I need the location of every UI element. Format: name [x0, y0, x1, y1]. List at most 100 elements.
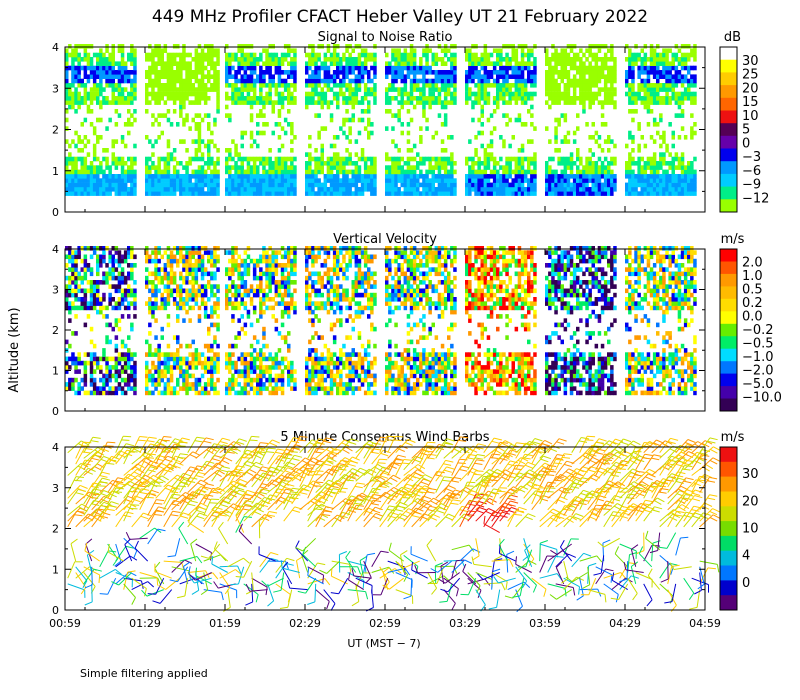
heat-cell [499, 156, 503, 162]
heat-cell [409, 187, 414, 192]
heat-cell [293, 174, 297, 179]
heat-cell [683, 169, 688, 175]
heat-cell [216, 187, 220, 192]
heat-cell [120, 187, 125, 192]
heat-cell [391, 139, 395, 144]
heat-cell [265, 161, 269, 166]
heat-cell [96, 96, 100, 101]
heat-cell [591, 122, 595, 127]
heat-cell [166, 182, 171, 188]
heat-cell [213, 258, 217, 264]
heat-cell [154, 254, 158, 260]
heat-cell [496, 78, 500, 84]
heat-cell [339, 169, 343, 175]
heat-cell [412, 187, 417, 192]
heat-cell [342, 117, 346, 123]
heat-cell [336, 161, 340, 166]
heat-cell [80, 83, 84, 88]
heat-cell [179, 373, 183, 379]
heat-cell [252, 65, 257, 71]
heat-cell [68, 65, 72, 71]
heat-cell [440, 61, 445, 66]
heat-cell [560, 57, 564, 62]
heat-cell [591, 96, 595, 101]
heat-cell [108, 292, 112, 298]
heat-cell [652, 65, 657, 71]
heat-cell [373, 52, 377, 58]
heat-cell [197, 292, 202, 298]
heat-cell [154, 174, 158, 179]
heat-cell [649, 65, 654, 71]
heat-cell [683, 57, 688, 62]
heat-cell [228, 369, 232, 374]
heat-cell [163, 44, 168, 49]
heat-cell [329, 74, 334, 79]
heat-cell [351, 61, 355, 66]
heat-cell [360, 148, 365, 153]
heat-cell [231, 365, 235, 370]
heat-cell [440, 182, 445, 188]
heat-cell [228, 113, 232, 118]
heat-cell [207, 78, 211, 84]
heat-cell [191, 187, 195, 192]
heat-cell [120, 288, 125, 294]
heat-cell [127, 70, 131, 75]
heat-cell [373, 91, 377, 97]
heat-cell [99, 65, 103, 71]
heat-cell [594, 52, 599, 58]
heat-cell [545, 165, 549, 170]
heat-cell [560, 113, 564, 118]
heat-cell [169, 356, 174, 362]
heat-cell [585, 70, 589, 75]
heat-cell [342, 169, 346, 175]
heat-cell [508, 187, 512, 192]
heat-cell [520, 191, 525, 196]
heat-cell [243, 365, 248, 370]
heat-cell [207, 143, 211, 149]
heat-cell [434, 156, 439, 162]
heat-cell [120, 254, 125, 260]
heat-cell [228, 360, 232, 366]
heat-cell [662, 61, 666, 66]
heat-cell [416, 174, 420, 179]
heat-cell [74, 70, 78, 75]
heat-cell [600, 148, 605, 153]
heat-cell [105, 178, 109, 183]
heat-cell [185, 87, 189, 92]
heat-cell [154, 44, 158, 49]
heat-cell [86, 352, 91, 357]
heat-cell [332, 74, 337, 79]
heat-cell [188, 352, 192, 357]
heat-cell [397, 178, 401, 183]
heat-cell [83, 117, 88, 123]
heat-cell [280, 178, 285, 183]
heat-cell [293, 61, 297, 66]
heat-cell [188, 91, 192, 97]
heat-cell [108, 57, 112, 62]
heat-cell [517, 44, 522, 49]
heat-cell [416, 161, 420, 166]
heat-cell [283, 191, 288, 196]
heat-cell [86, 187, 91, 192]
heat-cell [111, 87, 115, 92]
heat-cell [576, 96, 580, 101]
heat-cell [357, 117, 362, 123]
heat-cell [634, 57, 638, 62]
heat-cell [591, 78, 595, 84]
heat-cell [671, 74, 675, 79]
heat-cell [80, 377, 84, 383]
heat-cell [133, 70, 137, 75]
heat-cell [625, 57, 629, 62]
heat-cell [210, 130, 214, 136]
heat-cell [68, 100, 72, 105]
heat-cell [210, 174, 214, 179]
heat-cell [373, 187, 377, 192]
heat-cell [99, 246, 103, 251]
heat-cell [274, 65, 279, 71]
heat-cell [172, 182, 177, 188]
heat-cell [243, 96, 248, 101]
colorbar-swatch [720, 47, 737, 61]
heat-cell [659, 156, 663, 162]
heat-cell [287, 122, 291, 127]
heat-cell [74, 288, 78, 294]
